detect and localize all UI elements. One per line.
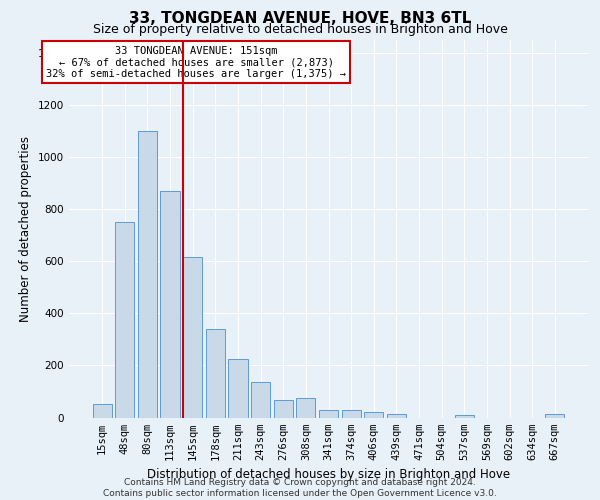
- Text: 33 TONGDEAN AVENUE: 151sqm
← 67% of detached houses are smaller (2,873)
32% of s: 33 TONGDEAN AVENUE: 151sqm ← 67% of deta…: [46, 46, 346, 79]
- Bar: [387, 414, 406, 418]
- Bar: [206, 329, 225, 418]
- Bar: [183, 258, 202, 418]
- Bar: [341, 410, 361, 418]
- Bar: [319, 410, 338, 418]
- Bar: [545, 414, 565, 418]
- Text: Size of property relative to detached houses in Brighton and Hove: Size of property relative to detached ho…: [92, 22, 508, 36]
- Bar: [92, 404, 112, 417]
- Bar: [138, 131, 157, 418]
- X-axis label: Distribution of detached houses by size in Brighton and Hove: Distribution of detached houses by size …: [147, 468, 510, 481]
- Y-axis label: Number of detached properties: Number of detached properties: [19, 136, 32, 322]
- Bar: [160, 191, 180, 418]
- Bar: [115, 222, 134, 418]
- Bar: [364, 412, 383, 418]
- Bar: [296, 398, 316, 417]
- Bar: [274, 400, 293, 417]
- Bar: [229, 359, 248, 418]
- Bar: [455, 415, 474, 418]
- Bar: [251, 382, 270, 418]
- Text: Contains HM Land Registry data © Crown copyright and database right 2024.
Contai: Contains HM Land Registry data © Crown c…: [103, 478, 497, 498]
- Text: 33, TONGDEAN AVENUE, HOVE, BN3 6TL: 33, TONGDEAN AVENUE, HOVE, BN3 6TL: [129, 11, 471, 26]
